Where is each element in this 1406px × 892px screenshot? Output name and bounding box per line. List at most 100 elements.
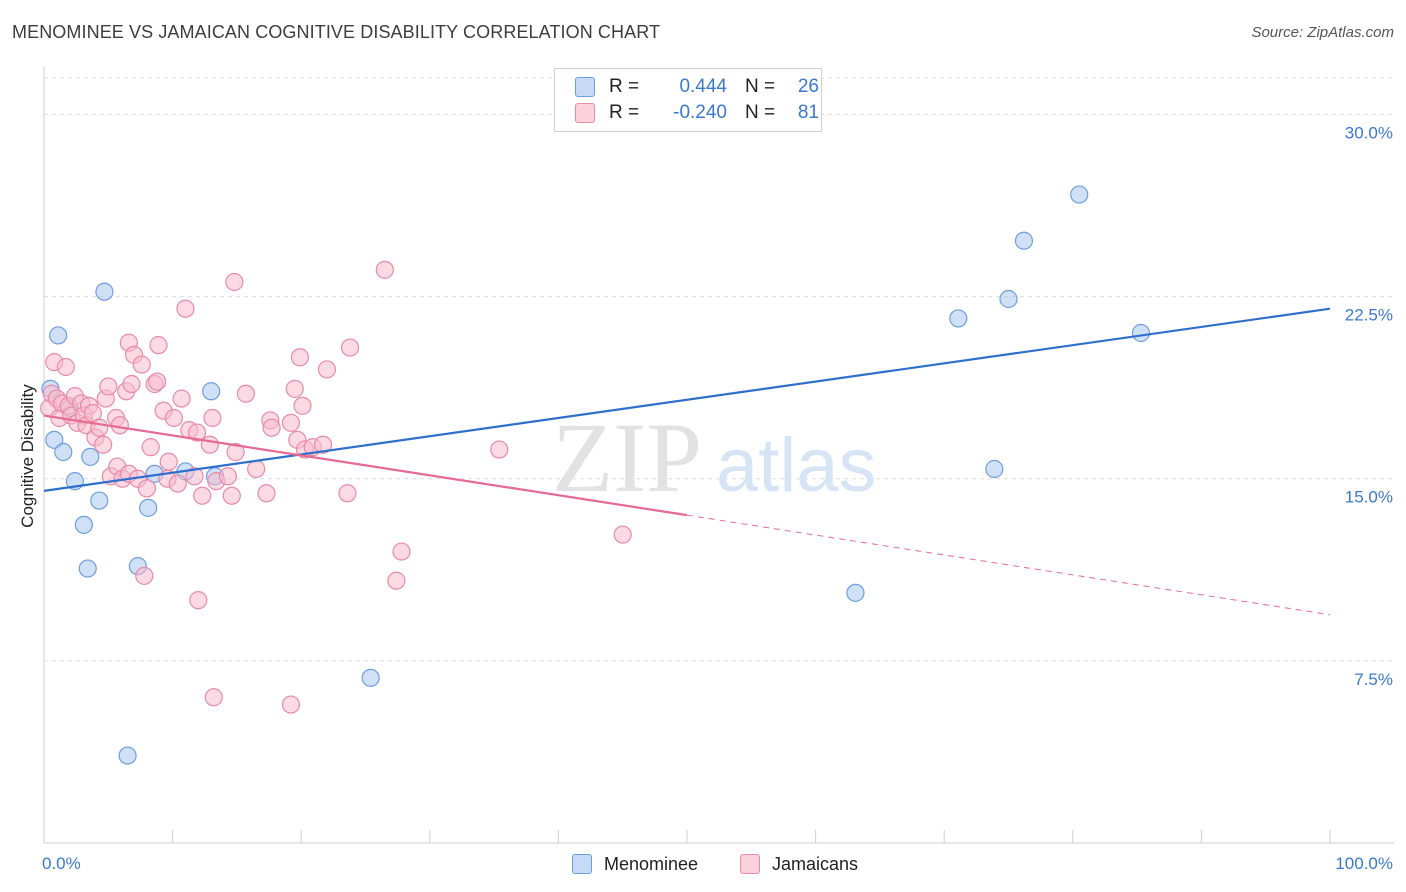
data-point-jamaicans [257,484,276,503]
data-point-jamaicans [340,338,360,357]
data-point-jamaicans [236,384,256,403]
watermark: ZIP atlas [552,402,877,513]
data-point-menominee [949,309,968,328]
data-point-jamaicans [226,442,245,462]
data-point-jamaicans [172,389,191,408]
y-tick-label: 15.0% [1345,488,1393,507]
data-point-jamaicans [387,571,406,590]
chart-title: MENOMINEE VS JAMAICAN COGNITIVE DISABILI… [12,22,661,42]
data-point-menominee [74,515,93,534]
data-point-menominee [49,326,68,345]
data-point-jamaicans [159,452,178,471]
data-point-jamaicans [392,542,411,561]
data-point-jamaicans [281,413,301,432]
data-point-jamaicans [187,423,207,442]
data-point-menominee [846,583,865,602]
series-jamaicans-points [40,260,632,714]
data-point-jamaicans [176,299,195,318]
trend-line-jamaicans [43,414,688,517]
data-point-jamaicans [313,435,333,454]
data-point-jamaicans [132,355,151,374]
data-point-jamaicans [110,416,129,435]
grid-lines [44,77,1394,662]
legend-row-menominee: R = 0.444 N = 26 [575,74,819,100]
data-point-jamaicans [99,377,118,396]
data-point-jamaicans [141,438,160,457]
bottom-legend-menominee: Menominee [572,852,698,876]
y-tick-label: 7.5% [1354,670,1393,689]
bottom-legend-label-menominee: Menominee [604,853,699,874]
data-point-jamaicans [137,479,156,498]
legend-n-value: 81 [797,102,819,123]
data-point-jamaicans [247,459,266,479]
y-tick-label: 30.0% [1345,123,1393,142]
legend-r-label: R = [609,102,640,123]
data-point-menominee [95,282,114,301]
bottom-legend-swatch-jamaicans [740,854,760,874]
data-point-menominee [81,447,100,466]
legend-r-label: R = [609,76,640,97]
source-label: Source: ZipAtlas.com [1251,24,1394,41]
axis-labels: Cognitive Disability 7.5% 15.0% 22.5% 30.0%… [18,123,1393,873]
y-axis-label: Cognitive Disability [18,384,37,528]
data-point-jamaicans [200,435,219,454]
legend-swatch-menominee [575,77,595,97]
data-point-jamaicans [262,418,281,437]
data-point-jamaicans [148,372,167,391]
data-point-jamaicans [222,486,241,505]
data-point-menominee [45,430,64,449]
data-point-jamaicans [168,474,187,493]
data-point-menominee [118,746,137,765]
data-point-menominee [78,559,97,578]
correlation-legend: R = 0.444 N = 26 R = -0.240 N = 81 [554,68,822,132]
data-point-jamaicans [90,418,109,437]
data-point-menominee [361,668,380,687]
trend-lines [43,307,1331,616]
data-point-jamaicans [56,357,75,377]
legend-n-label: N = [745,102,776,123]
data-point-jamaicans [149,336,168,355]
legend-n-label: N = [745,76,776,97]
legend-r-value: -0.240 [673,102,727,123]
data-point-menominee [1070,185,1089,204]
data-point-menominee [1131,323,1151,343]
data-point-jamaicans [281,695,301,714]
y-tick-label: 22.5% [1345,306,1393,325]
data-point-jamaicans [317,360,337,379]
legend-swatch-jamaicans [575,103,595,123]
data-point-jamaicans [164,408,183,428]
data-point-jamaicans [490,440,509,459]
data-point-jamaicans [122,374,141,394]
data-point-jamaicans [285,379,304,398]
data-point-jamaicans [189,591,208,610]
data-point-menominee [139,498,158,517]
data-point-jamaicans [613,525,632,544]
data-point-jamaicans [94,435,113,454]
legend-n-value: 26 [797,76,819,97]
data-point-jamaicans [135,566,154,585]
data-point-jamaicans [225,272,244,292]
watermark-zip: ZIP [552,402,702,513]
bottom-legend-jamaicans: Jamaicans [740,852,858,876]
data-point-jamaicans [375,260,394,279]
data-point-menominee [90,491,109,510]
data-point-jamaicans [218,467,237,486]
bottom-legend-swatch-menominee [572,854,592,874]
legend-row-jamaicans: R = -0.240 N = 81 [575,100,819,126]
data-point-jamaicans [185,467,204,486]
data-point-menominee [202,382,221,401]
data-point-jamaicans [293,396,312,415]
data-point-jamaicans [290,348,310,367]
axes [43,66,1394,844]
data-point-jamaicans [193,486,212,505]
trend-line-extension-jamaicans [686,514,1331,616]
data-point-jamaicans [338,484,357,503]
data-point-jamaicans [204,688,223,707]
x-tick-label-min: 0.0% [42,854,81,873]
x-tick-label-max: 100.0% [1335,854,1393,873]
bottom-legend-label-jamaicans: Jamaicans [772,853,859,874]
data-point-menominee [999,289,1018,309]
trend-line-menominee [43,307,1331,492]
data-point-menominee [1014,231,1034,250]
